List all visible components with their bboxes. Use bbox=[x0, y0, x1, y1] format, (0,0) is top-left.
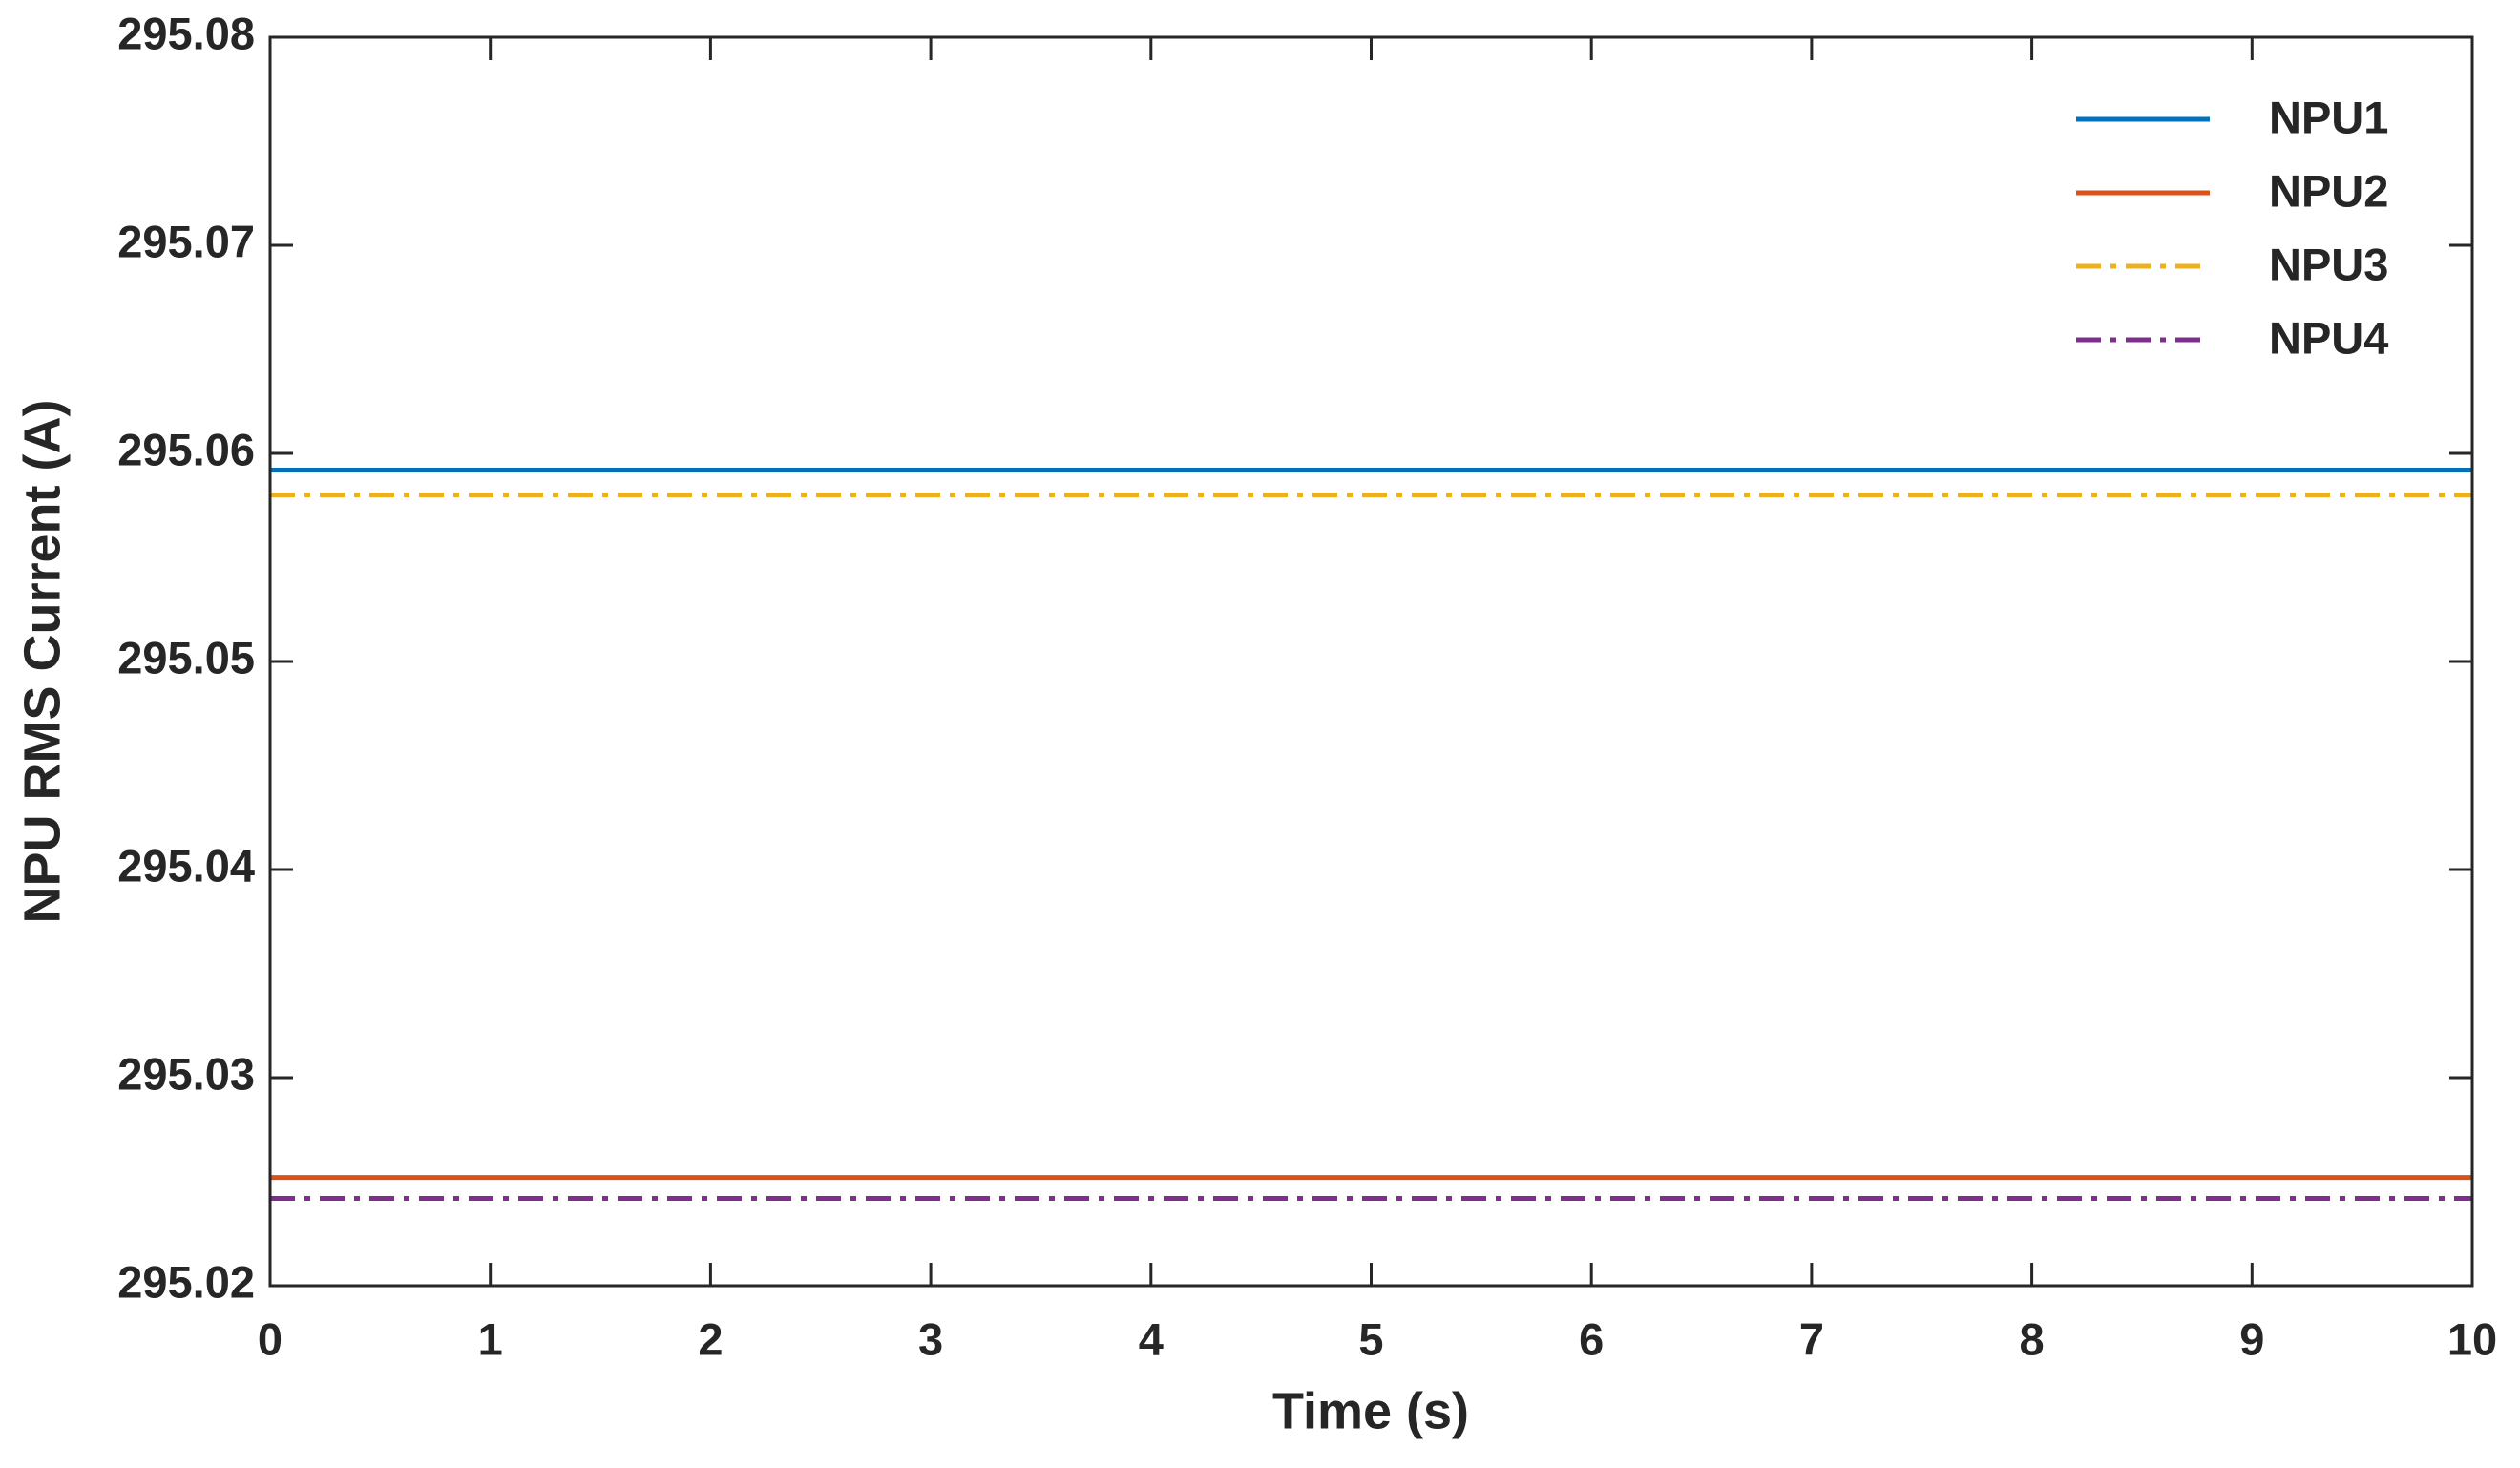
x-tick-label: 7 bbox=[1799, 1313, 1824, 1364]
y-tick-label: 295.02 bbox=[117, 1256, 255, 1307]
x-tick-label: 1 bbox=[478, 1313, 503, 1364]
y-tick-label: 295.05 bbox=[117, 632, 255, 682]
y-tick-label: 295.06 bbox=[117, 424, 255, 474]
y-tick-label: 295.07 bbox=[117, 216, 255, 266]
x-tick-label: 6 bbox=[1579, 1313, 1604, 1364]
x-axis-label: Time (s) bbox=[1272, 1382, 1469, 1439]
y-tick-label: 295.03 bbox=[117, 1048, 255, 1099]
x-tick-label: 9 bbox=[2239, 1313, 2264, 1364]
legend-label: NPU2 bbox=[2269, 165, 2388, 216]
x-tick-label: 3 bbox=[918, 1313, 943, 1364]
legend-label: NPU1 bbox=[2269, 92, 2388, 142]
x-tick-label: 2 bbox=[698, 1313, 723, 1364]
legend-label: NPU3 bbox=[2269, 239, 2388, 289]
x-tick-label: 4 bbox=[1139, 1313, 1164, 1364]
y-axis-label: NPU RMS Current (A) bbox=[13, 400, 71, 924]
x-tick-label: 8 bbox=[2020, 1313, 2045, 1364]
x-tick-label: 5 bbox=[1358, 1313, 1383, 1364]
y-tick-label: 295.08 bbox=[117, 8, 255, 58]
y-tick-label: 295.04 bbox=[117, 840, 255, 891]
x-tick-label: 10 bbox=[2447, 1313, 2497, 1364]
plot-frame bbox=[268, 35, 2474, 1288]
x-tick-label: 0 bbox=[258, 1313, 283, 1364]
legend-label: NPU4 bbox=[2269, 312, 2388, 363]
